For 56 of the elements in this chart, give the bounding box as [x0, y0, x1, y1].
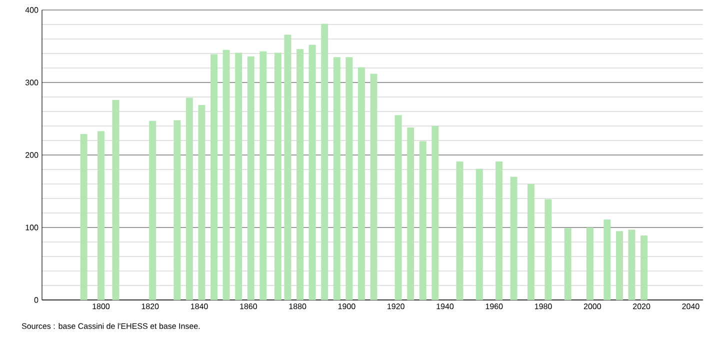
bar [308, 44, 316, 300]
bar [321, 24, 328, 300]
bar [222, 50, 230, 300]
bar [419, 141, 426, 300]
bar [235, 52, 242, 300]
y-tick-label: 400 [25, 7, 38, 13]
x-tick-label: 2000 [584, 304, 602, 310]
bar [640, 235, 648, 300]
y-tick-label: 300 [25, 80, 38, 86]
bar [476, 168, 483, 300]
bar [97, 131, 104, 300]
y-tick-label: 100 [26, 224, 38, 230]
x-tick-label: 1940 [436, 304, 454, 310]
x-tick-label: 2040 [682, 304, 700, 310]
bar [432, 126, 439, 300]
bar [186, 98, 193, 300]
bar [284, 34, 292, 300]
bar [260, 51, 267, 300]
bar [616, 231, 623, 300]
bar [346, 57, 353, 300]
x-tick-label: 1900 [338, 304, 356, 310]
x-tick-label: 1840 [190, 304, 208, 310]
x-tick-label: 2020 [633, 304, 650, 310]
bar [247, 56, 254, 300]
bar [296, 49, 304, 300]
x-tick-label: 1920 [388, 304, 404, 310]
x-tick-label: 1800 [92, 304, 110, 310]
x-tick-label: 1960 [486, 304, 503, 310]
bar [333, 57, 340, 300]
bar [210, 54, 218, 300]
x-tick-label: 1880 [289, 304, 306, 310]
bar [564, 228, 572, 300]
bar [80, 134, 88, 300]
bar [604, 220, 611, 300]
bar [394, 115, 402, 300]
x-tick-label: 1860 [240, 304, 257, 310]
bar [586, 227, 594, 300]
bar [456, 162, 464, 300]
bar [496, 162, 503, 300]
bar [407, 127, 414, 300]
x-tick-label: 1980 [534, 304, 552, 310]
bar [174, 120, 181, 300]
bar [544, 199, 552, 300]
bar [112, 100, 120, 300]
bar [274, 52, 282, 300]
y-tick-label: 200 [26, 152, 38, 158]
bar [628, 230, 636, 300]
y-tick-label: 0 [34, 297, 38, 303]
bar [510, 176, 518, 300]
source-note: Sources : base Cassini de l'EHESS et base Insee. [22, 323, 200, 329]
x-tick-label: 1820 [142, 304, 159, 310]
bar [198, 104, 206, 300]
bar [358, 67, 365, 300]
bar [370, 74, 378, 300]
bar [149, 120, 156, 300]
bar [527, 184, 534, 300]
